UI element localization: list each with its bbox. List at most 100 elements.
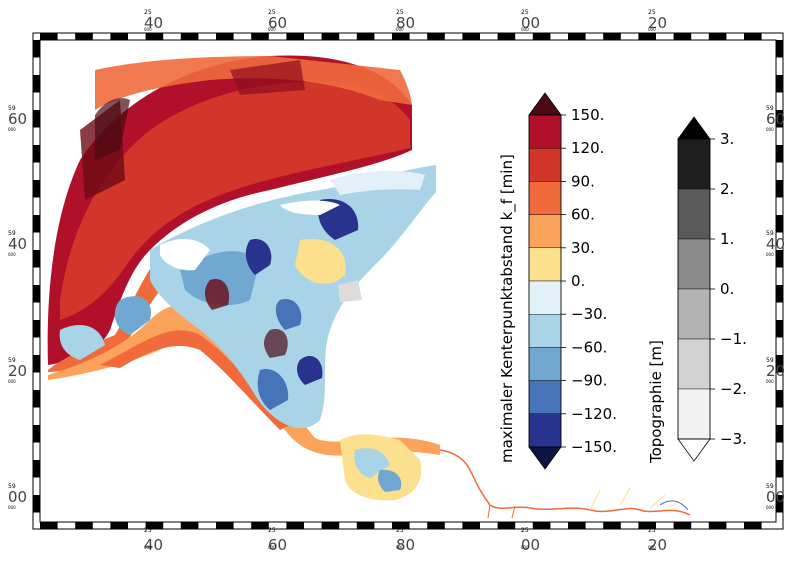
colorbar-main-tick-label: 150.: [571, 106, 604, 124]
colorbar-topo-tick-label: 1.: [720, 230, 734, 248]
lat-tick-label: 00: [766, 488, 785, 506]
lon-tick-label: 20: [648, 536, 667, 554]
colorbar-topo-segment: [677, 188, 711, 240]
colorbar-main-tick-label: 0.: [571, 272, 585, 290]
lon-tick-sub: 000: [521, 545, 529, 550]
colorbar-main-segment: [528, 147, 562, 182]
lat-tick-label: 40: [766, 235, 785, 253]
lon-tick-minor: 25: [268, 527, 276, 534]
lat-tick-sub: 000: [8, 379, 16, 384]
lon-tick-minor: 25: [396, 527, 404, 534]
colorbar-topo-segment: [677, 288, 711, 340]
lon-tick-label: 00: [521, 14, 540, 32]
lat-tick-sub: 000: [8, 127, 16, 132]
lon-tick-sub: 000: [268, 545, 276, 550]
lat-tick-sub: 000: [766, 127, 774, 132]
lat-tick-sub: 000: [766, 505, 774, 510]
lon-tick-sub: 000: [144, 545, 152, 550]
colorbar-main-segment: [528, 380, 562, 415]
lon-tick-minor: 25: [396, 9, 404, 16]
colorbar-main-tick-label: −90.: [571, 372, 607, 390]
colorbar-topo-label: Topographie [m]: [647, 340, 665, 464]
lat-tick-minor: 59: [8, 357, 16, 364]
lat-tick-minor: 59: [766, 105, 774, 112]
lat-tick-sub: 000: [766, 379, 774, 384]
colorbar-main-label: maximaler Kenterpunktabstand k_f [min]: [498, 154, 517, 463]
lon-tick-minor: 25: [521, 527, 529, 534]
lat-tick-label: 60: [766, 110, 785, 128]
river-line: [439, 449, 691, 516]
colorbar-main-tick-label: −150.: [571, 438, 617, 456]
lon-tick-sub: 000: [648, 27, 656, 32]
lat-tick-label: 20: [766, 362, 785, 380]
colorbar-topo-tick-label: −3.: [720, 430, 747, 448]
lon-tick-label: 60: [268, 536, 287, 554]
colorbar-main-tick-label: 30.: [571, 239, 595, 257]
lat-tick-sub: 000: [8, 252, 16, 257]
colorbar-main-segment: [528, 413, 562, 448]
lat-tick-label: 00: [8, 488, 27, 506]
lat-tick-minor: 59: [8, 105, 16, 112]
colorbar-main: 150. 120. 90. 60. 30. 0. −30. −60. −90. −120. −150…: [528, 92, 617, 470]
colorbar-topo-tick-label: −1.: [720, 330, 747, 348]
lon-tick-sub: 000: [648, 545, 656, 550]
colorbar-topo-segment: [677, 138, 711, 190]
lon-tick-sub: 000: [396, 545, 404, 550]
colorbar-topo-segment: [677, 238, 711, 290]
colorbar-main-tick-label: −120.: [571, 405, 617, 423]
colorbar-topo-tick-label: 3.: [720, 130, 734, 148]
lon-tick-label: 80: [396, 536, 415, 554]
lon-tick-label: 40: [144, 14, 163, 32]
lon-tick-sub: 000: [144, 27, 152, 32]
lon-tick-minor: 25: [144, 9, 152, 16]
colorbar-topo-segment: [677, 388, 711, 440]
colorbar-main-segment: [528, 347, 562, 381]
lon-tick-label: 40: [144, 536, 163, 554]
colorbar-main-segment: [528, 314, 562, 348]
lat-tick-minor: 59: [766, 230, 774, 237]
lat-tick-label: 20: [8, 362, 27, 380]
lat-tick-sub: 000: [8, 505, 16, 510]
colorbar-main-segment: [528, 214, 562, 249]
colorbar-topo: 3. 2. 1. 0. −1. −2. −3.: [677, 116, 747, 462]
colorbar-main-tick-label: 90.: [571, 172, 595, 190]
lat-tick-minor: 59: [766, 357, 774, 364]
lat-tick-label: 40: [8, 235, 27, 253]
colorbar-topo-tick-label: −2.: [720, 380, 747, 398]
colorbar-main-tick-label: 120.: [571, 139, 604, 157]
lat-tick-label: 60: [8, 110, 27, 128]
lat-tick-sub: 000: [766, 252, 774, 257]
lon-tick-label: 00: [521, 536, 540, 554]
lat-tick-minor: 59: [8, 230, 16, 237]
lon-tick-sub: 000: [396, 27, 404, 32]
lon-tick-label: 20: [648, 14, 667, 32]
lon-tick-label: 80: [396, 14, 415, 32]
lat-tick-minor: 59: [766, 483, 774, 490]
kenterpunkt-field: [47, 55, 691, 519]
lon-tick-minor: 25: [648, 527, 656, 534]
lon-tick-minor: 25: [521, 9, 529, 16]
colorbar-main-segment: [528, 114, 562, 149]
island: [160, 238, 210, 271]
colorbar-topo-segment: [677, 338, 711, 390]
colorbar-main-segment: [528, 247, 562, 282]
lon-tick-sub: 000: [268, 27, 276, 32]
lat-tick-minor: 59: [8, 483, 16, 490]
lon-tick-label: 60: [268, 14, 287, 32]
tidal-flats: [150, 165, 436, 429]
colorbar-topo-tick-label: 0.: [720, 280, 734, 298]
colorbar-main-segment: [528, 280, 562, 315]
colorbar-main-tick-label: −60.: [571, 338, 607, 356]
lon-tick-minor: 25: [144, 527, 152, 534]
lon-tick-sub: 000: [521, 27, 529, 32]
colorbar-main-tick-label: 60.: [571, 206, 595, 224]
colorbar-topo-tick-label: 2.: [720, 180, 734, 198]
lon-tick-minor: 25: [268, 9, 276, 16]
lon-tick-minor: 25: [648, 9, 656, 16]
colorbar-main-tick-label: −30.: [571, 305, 607, 323]
